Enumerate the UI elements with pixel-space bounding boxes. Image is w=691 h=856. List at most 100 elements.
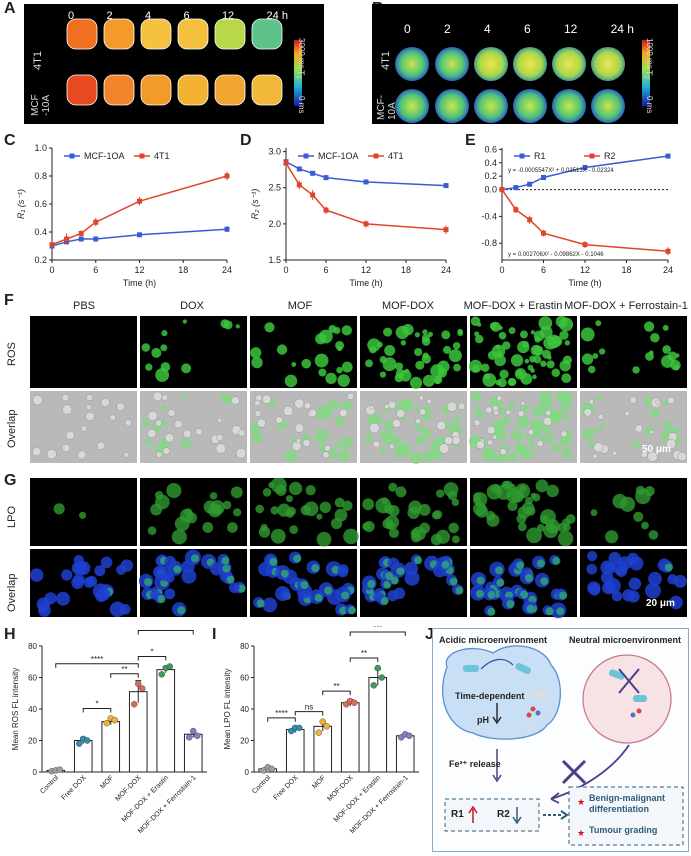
f-scale-bar: 50 μm xyxy=(642,444,671,455)
significance-label: ** xyxy=(121,665,127,674)
t2-tumour-blob xyxy=(513,89,547,123)
category-label: Free DOX xyxy=(60,774,87,801)
blocked-cross-icon xyxy=(618,668,640,694)
neutral-label: Neutral microenvironment xyxy=(569,635,682,645)
schematic-panel: ★ ★ Acidic microenvironment Neutral micr… xyxy=(432,628,689,852)
x-tick-label: 12 xyxy=(580,265,590,275)
t1-colorbar-min: 0 ms xyxy=(297,96,306,114)
x-tick-label: 24 xyxy=(441,265,451,275)
data-point xyxy=(64,236,70,242)
y-tick-label: 0 xyxy=(33,768,38,777)
t2-tumour-blob xyxy=(395,89,429,123)
f-images: 50 μm xyxy=(30,315,690,466)
x-tick-label: 18 xyxy=(178,265,188,275)
replicate-point xyxy=(406,732,413,739)
t2-colorbar xyxy=(642,40,650,106)
significance-bracket xyxy=(322,690,351,696)
fit-equation-r1: y = -0.0005547X² + 0.03513X - 0.02324 xyxy=(508,168,614,174)
category-label: MOF xyxy=(311,774,327,790)
x-tick-label: 0 xyxy=(283,265,288,275)
line-charts: 0 6 12 18 24 0.2 0.4 0.6 0.8 1.0 Time (h) R₁ (s⁻¹) M… xyxy=(16,143,673,288)
y-tick-label: 60 xyxy=(240,674,249,683)
legend-label: R2 xyxy=(604,151,616,161)
x-tick-label: 0 xyxy=(499,265,504,275)
replicate-point xyxy=(378,674,385,681)
x-tick-label: 12 xyxy=(134,265,144,275)
category-label: MOF-DOX xyxy=(326,774,355,803)
fe-release-label: Fe³⁺ release xyxy=(449,759,501,769)
r1-r2-box xyxy=(444,798,540,832)
y-tick-label: 20 xyxy=(240,737,249,746)
t2-time-24: 24 h xyxy=(610,22,634,36)
legend-marker xyxy=(139,153,145,159)
data-point xyxy=(49,242,55,248)
series-line xyxy=(501,189,669,253)
data-point xyxy=(137,232,142,238)
t2-row-mcf10a: MCF- 10A xyxy=(376,95,398,120)
data-point xyxy=(541,175,546,181)
g-row-overlap: Overlap xyxy=(6,573,18,612)
replicate-point xyxy=(186,734,193,741)
t2-tumour-blob xyxy=(395,47,429,81)
legend-label: 4T1 xyxy=(154,151,170,161)
replicate-point xyxy=(319,718,326,725)
data-point xyxy=(582,242,588,248)
t2-time-0: 0 xyxy=(404,22,411,36)
category-label: Control xyxy=(251,774,272,795)
ros-image xyxy=(30,316,137,388)
bar xyxy=(340,702,360,773)
bar xyxy=(101,721,121,773)
y-tick-label: 1.0 xyxy=(34,143,47,153)
series-line xyxy=(51,228,228,247)
t1-time-12: 12 xyxy=(221,10,235,22)
x-tick-label: 24 xyxy=(222,265,232,275)
r2-label: R2 xyxy=(497,809,510,820)
f-row-overlap: Overlap xyxy=(6,409,18,448)
data-point xyxy=(93,219,99,225)
r1-up-arrow xyxy=(468,805,478,823)
data-point xyxy=(527,217,533,223)
significance-label: **** xyxy=(160,626,172,630)
outcome-2-label: Tumour grading xyxy=(589,825,658,835)
y-tick-label: 80 xyxy=(28,642,37,651)
replicate-point xyxy=(166,663,173,670)
panel-label-c: C xyxy=(4,132,16,149)
t2-tumour-blob xyxy=(552,89,586,123)
f-row-ros: ROS xyxy=(6,342,18,366)
replicate-point xyxy=(56,766,63,773)
replicate-point xyxy=(194,732,201,739)
data-point xyxy=(78,230,84,236)
t1-tumour-blob xyxy=(66,18,98,50)
time-dependent-label: Time-dependent xyxy=(455,691,525,701)
t1-colorbar-max: 3000 ms xyxy=(297,38,306,69)
replicate-point xyxy=(190,727,197,735)
y-axis-label: R₂ (s⁻¹) xyxy=(250,189,260,220)
data-point xyxy=(582,164,588,170)
y-tick-label: 0.8 xyxy=(34,171,47,181)
bar xyxy=(368,677,388,773)
chart-i: 0 20 40 60 80 Mean LPO FL intensity Control Fre… xyxy=(223,626,419,835)
significance-label: ns xyxy=(305,703,313,712)
data-point xyxy=(310,192,316,198)
t1-tumour-blob xyxy=(214,18,246,50)
y-tick-label: 0.0 xyxy=(484,185,497,195)
category-label: Free DOX xyxy=(272,774,299,801)
y-tick-label: 2.0 xyxy=(268,219,281,229)
y-tick-label: 0.6 xyxy=(34,199,47,209)
inhibit-cross-icon xyxy=(561,759,587,785)
y-tick-label: 0.2 xyxy=(484,171,497,181)
t1-tumour-blob xyxy=(251,18,283,50)
col-mof-dox-erastin: MOF-DOX + Erastin xyxy=(463,300,563,312)
data-point xyxy=(541,230,546,236)
t1-tumour-blob xyxy=(140,74,172,106)
col-mof: MOF xyxy=(287,300,313,312)
t2-tumour-blob xyxy=(435,89,469,123)
significance-bracket xyxy=(294,711,324,716)
schematic-diagram: ★ ★ xyxy=(442,645,684,846)
data-point xyxy=(224,173,230,179)
significance-bracket xyxy=(267,717,296,722)
y-axis-label: Mean ROS FL intensity xyxy=(11,668,20,750)
t2-time-4: 4 xyxy=(483,22,491,36)
ph-label: pH xyxy=(477,715,489,725)
